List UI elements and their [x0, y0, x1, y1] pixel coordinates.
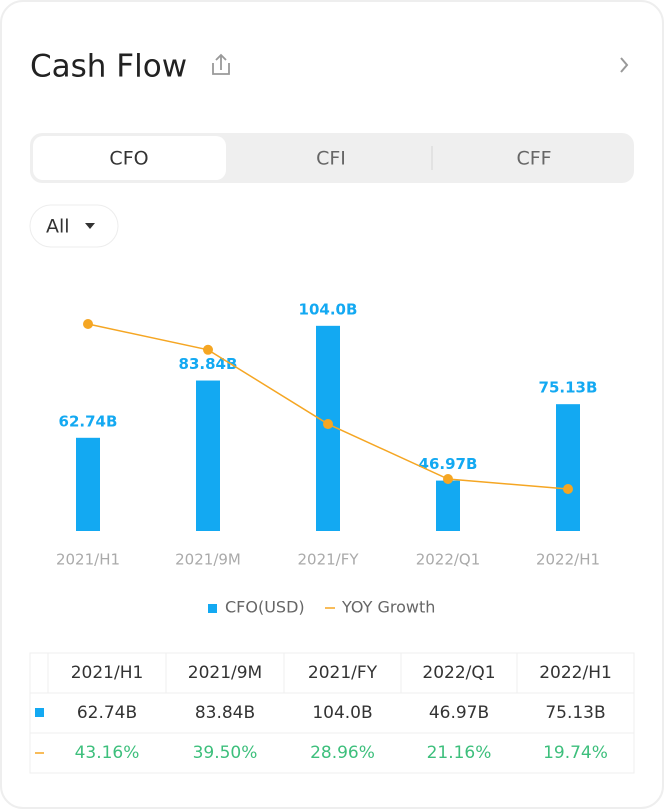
table-cell: 39.50%: [193, 743, 258, 763]
chevron[interactable]: [620, 57, 629, 73]
row-marker: [35, 708, 44, 717]
legend-swatch: [208, 604, 217, 613]
table-cell: 104.0B: [312, 703, 372, 723]
x-tick-label: 2022/Q1: [416, 551, 481, 569]
tab[interactable]: CFI: [316, 148, 346, 170]
filter-label: All: [46, 216, 70, 238]
dropdown-arrow: [85, 223, 95, 229]
table-cell: 28.96%: [310, 743, 375, 763]
value-label: 62.74B: [59, 412, 118, 430]
x-tick-label: 2022/H1: [536, 551, 600, 569]
bar: [556, 404, 580, 531]
line-point: [203, 344, 213, 355]
tab[interactable]: CFF: [516, 148, 551, 170]
bar: [196, 380, 220, 531]
table-header: 2021/9M: [188, 663, 262, 683]
table-cell: 83.84B: [195, 703, 255, 723]
filter-pill[interactable]: [29, 204, 119, 248]
table-header: 2022/H1: [539, 663, 612, 683]
tab-selected: [33, 136, 226, 180]
tab[interactable]: CFO: [109, 148, 148, 170]
value-label: 75.13B: [539, 379, 598, 397]
legend-label: CFO(USD): [225, 598, 305, 617]
x-tick-label: 2021/9M: [175, 551, 241, 569]
line-point: [323, 419, 333, 430]
table-header: 2022/Q1: [422, 663, 495, 683]
table-cell: 62.74B: [77, 703, 137, 723]
x-tick-label: 2021/H1: [56, 551, 120, 569]
share-icon[interactable]: [212, 53, 230, 75]
table-cell: 43.16%: [75, 743, 140, 763]
line-point: [83, 319, 93, 330]
value-label: 46.97B: [419, 455, 478, 473]
table-cell: 19.74%: [543, 743, 608, 763]
table-cell: 75.13B: [545, 703, 605, 723]
table-border: [29, 652, 635, 774]
line-point: [563, 484, 573, 495]
table-cell: 46.97B: [429, 703, 489, 723]
table-header: 2021/H1: [71, 663, 144, 683]
legend-label: YOY Growth: [341, 598, 435, 617]
bar: [436, 480, 460, 531]
title: Cash Flow: [30, 49, 187, 85]
table-header: 2021/FY: [308, 663, 378, 683]
value-label: 104.0B: [299, 300, 358, 318]
x-tick-label: 2021/FY: [297, 551, 359, 569]
line-point: [443, 474, 453, 485]
bar: [76, 437, 100, 531]
value-label: 83.84B: [179, 355, 238, 373]
table-cell: 21.16%: [427, 743, 492, 763]
